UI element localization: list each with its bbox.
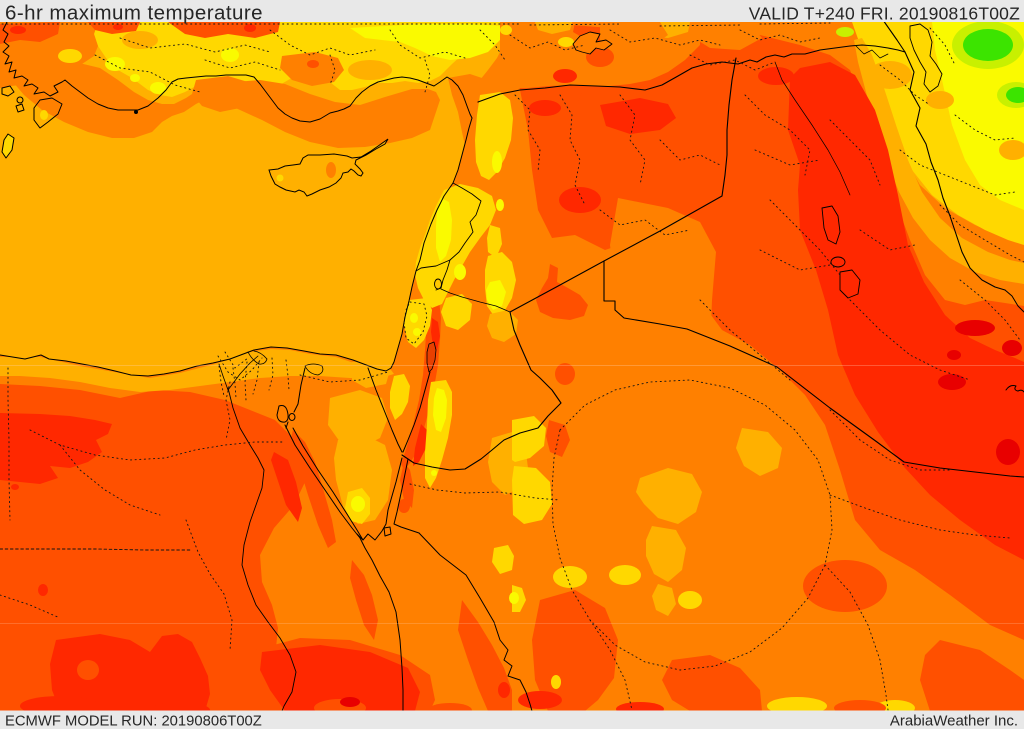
svg-text:VALID T+240 FRI. 20190816T00Z: VALID T+240 FRI. 20190816T00Z	[749, 4, 1020, 24]
svg-text:ArabiaWeather Inc.: ArabiaWeather Inc.	[890, 713, 1018, 729]
svg-text:ECMWF MODEL RUN: 20190806T00Z: ECMWF MODEL RUN: 20190806T00Z	[5, 714, 262, 729]
svg-text:6-hr maximum temperature: 6-hr maximum temperature	[5, 2, 263, 25]
